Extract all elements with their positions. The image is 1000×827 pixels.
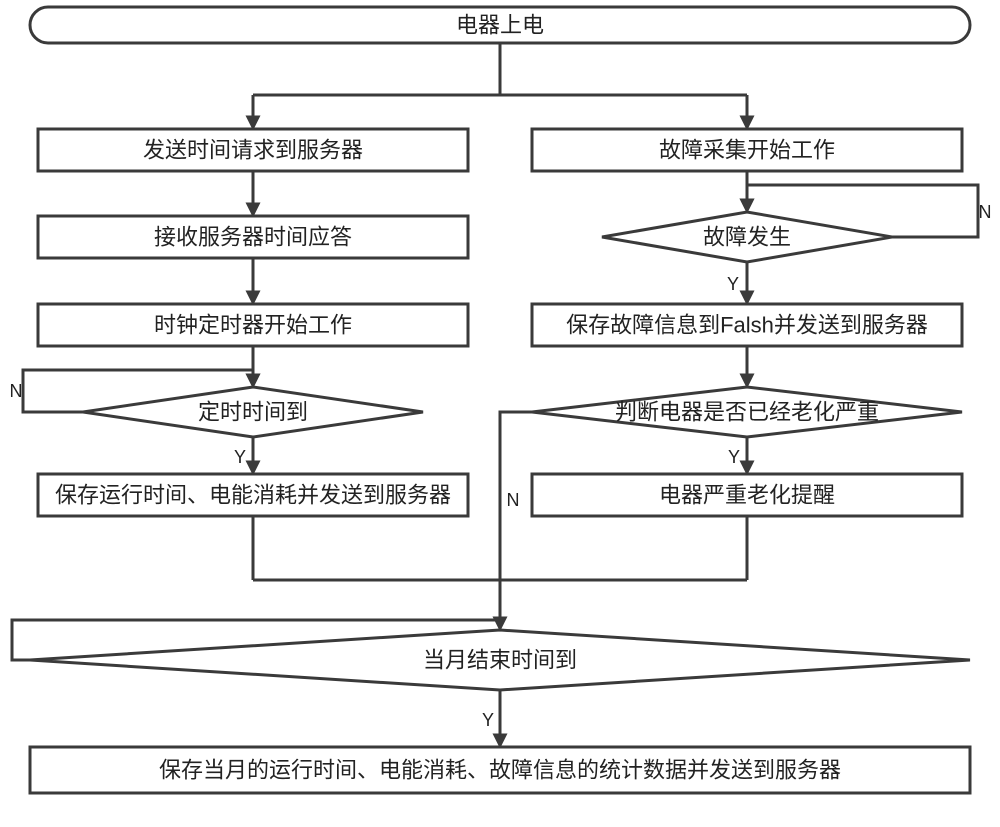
node-label-final: 保存当月的运行时间、电能消耗、故障信息的统计数据并发送到服务器 — [159, 758, 841, 783]
node-label-left2: 接收服务器时间应答 — [154, 225, 352, 250]
edge-label: Y — [727, 274, 739, 294]
node-label-right5: 电器严重老化提醒 — [659, 483, 835, 508]
node-label-left_dec: 定时时间到 — [198, 400, 308, 425]
edge-label: N — [10, 381, 23, 401]
edge-label: Y — [234, 447, 246, 467]
node-label-start: 电器上电 — [456, 13, 544, 38]
node-label-left5: 保存运行时间、电能消耗并发送到服务器 — [55, 483, 451, 508]
node-label-left3: 时钟定时器开始工作 — [154, 313, 352, 338]
edge-label: N — [507, 490, 520, 510]
edge-label: Y — [482, 710, 494, 730]
node-label-right_dec1: 故障发生 — [703, 225, 791, 250]
edge-label: Y — [728, 447, 740, 467]
node-label-right_dec2: 判断电器是否已经老化严重 — [615, 400, 879, 425]
node-label-right3: 保存故障信息到Falsh并发送到服务器 — [566, 313, 928, 338]
node-label-right1: 故障采集开始工作 — [659, 138, 835, 163]
edge-label: N — [979, 202, 992, 222]
node-label-left1: 发送时间请求到服务器 — [143, 138, 363, 163]
node-label-big_dec: 当月结束时间到 — [423, 648, 577, 673]
